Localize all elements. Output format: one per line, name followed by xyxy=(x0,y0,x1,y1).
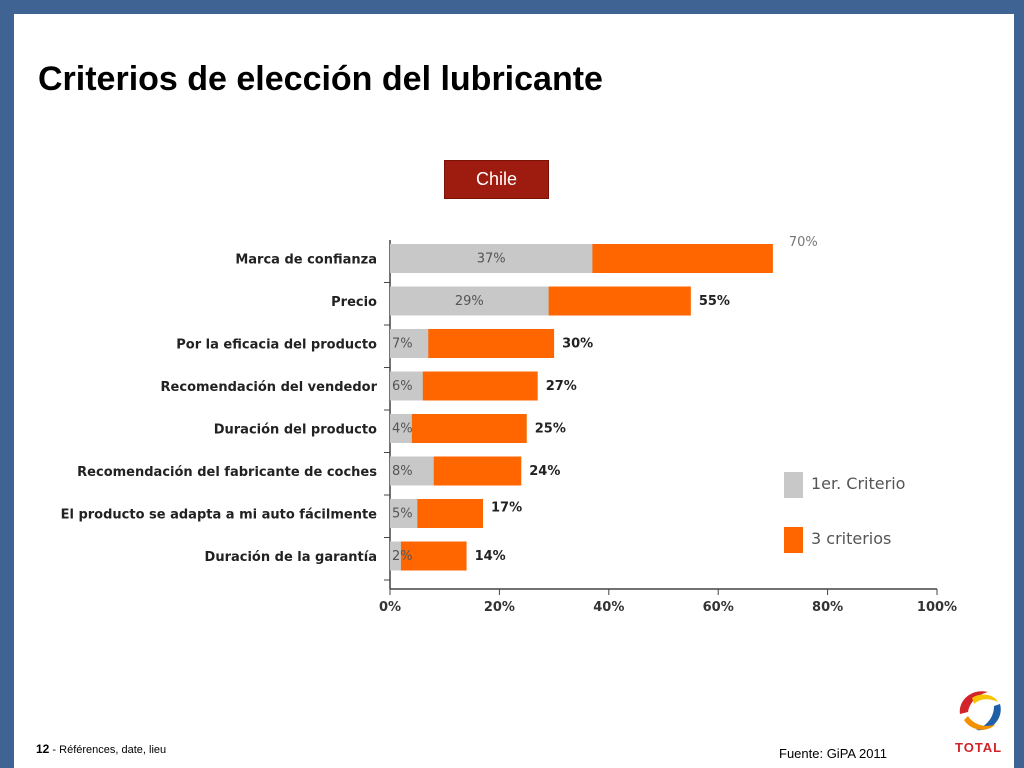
page-title: Criterios de elección del lubricante xyxy=(38,60,603,98)
category-label: Marca de confianza xyxy=(235,253,377,268)
category-label: Recomendación del fabricante de coches xyxy=(77,465,377,480)
bar-label-1er-criterio: 7% xyxy=(392,337,413,352)
x-tick-label: 20% xyxy=(484,600,515,615)
bar-1er-criterio xyxy=(390,329,429,358)
bar-3-criterios xyxy=(390,414,527,443)
bar-label-3-criterios: 55% xyxy=(699,294,730,309)
bar-label-3-criterios: 70% xyxy=(789,235,818,250)
bar-label-1er-criterio: 8% xyxy=(392,464,413,479)
bar-label-3-criterios: 17% xyxy=(491,501,522,516)
bar-label-1er-criterio: 6% xyxy=(392,379,413,394)
frame-right-bar xyxy=(1014,0,1024,768)
bar-1er-criterio xyxy=(390,456,434,486)
country-badge: Chile xyxy=(444,160,549,199)
x-tick-label: 40% xyxy=(593,600,624,615)
x-tick-label: 80% xyxy=(812,600,843,615)
bar-label-3-criterios: 25% xyxy=(535,422,566,437)
x-tick-label: 100% xyxy=(917,600,957,615)
bar-label-1er-criterio: 2% xyxy=(392,549,413,564)
legend-swatch xyxy=(784,472,803,498)
page-number: 12 xyxy=(36,742,50,756)
legend-label: 3 criterios xyxy=(811,529,891,548)
category-label: Precio xyxy=(331,295,377,310)
frame-top-bar xyxy=(0,0,1024,14)
frame-left-bar xyxy=(0,0,14,768)
brand-wordmark: TOTAL xyxy=(955,740,1003,755)
legend-label: 1er. Criterio xyxy=(811,474,905,493)
bar-label-1er-criterio: 37% xyxy=(477,252,506,267)
x-tick-label: 0% xyxy=(379,600,401,615)
bar-3-criterios xyxy=(390,541,467,571)
bar-1er-criterio xyxy=(390,499,418,528)
category-label: Duración de la garantía xyxy=(205,550,377,565)
bar-label-3-criterios: 30% xyxy=(562,337,593,352)
category-label: Por la eficacia del producto xyxy=(176,338,377,353)
bar-1er-criterio xyxy=(390,541,401,571)
bar-label-1er-criterio: 4% xyxy=(392,422,413,437)
bar-1er-criterio xyxy=(390,286,549,316)
category-label: Duración del producto xyxy=(214,423,377,438)
bar-1er-criterio xyxy=(390,371,423,401)
footer-reference: 12 - Références, date, lieu xyxy=(36,742,166,756)
bar-label-3-criterios: 27% xyxy=(546,379,577,394)
bar-1er-criterio xyxy=(390,244,593,273)
category-label: El producto se adapta a mi auto fácilmen… xyxy=(61,508,378,523)
source-note: Fuente: GiPA 2011 xyxy=(779,746,887,761)
bar-label-1er-criterio: 29% xyxy=(455,294,484,309)
bar-label-3-criterios: 14% xyxy=(475,549,506,564)
bar-1er-criterio xyxy=(390,414,412,443)
bar-label-3-criterios: 24% xyxy=(529,464,560,479)
category-label: Recomendación del vendedor xyxy=(161,380,378,395)
footer-text: - Références, date, lieu xyxy=(49,744,167,756)
x-tick-label: 60% xyxy=(703,600,734,615)
total-logo-icon xyxy=(958,689,1002,733)
bar-label-1er-criterio: 5% xyxy=(392,507,413,522)
legend-swatch xyxy=(784,527,803,553)
